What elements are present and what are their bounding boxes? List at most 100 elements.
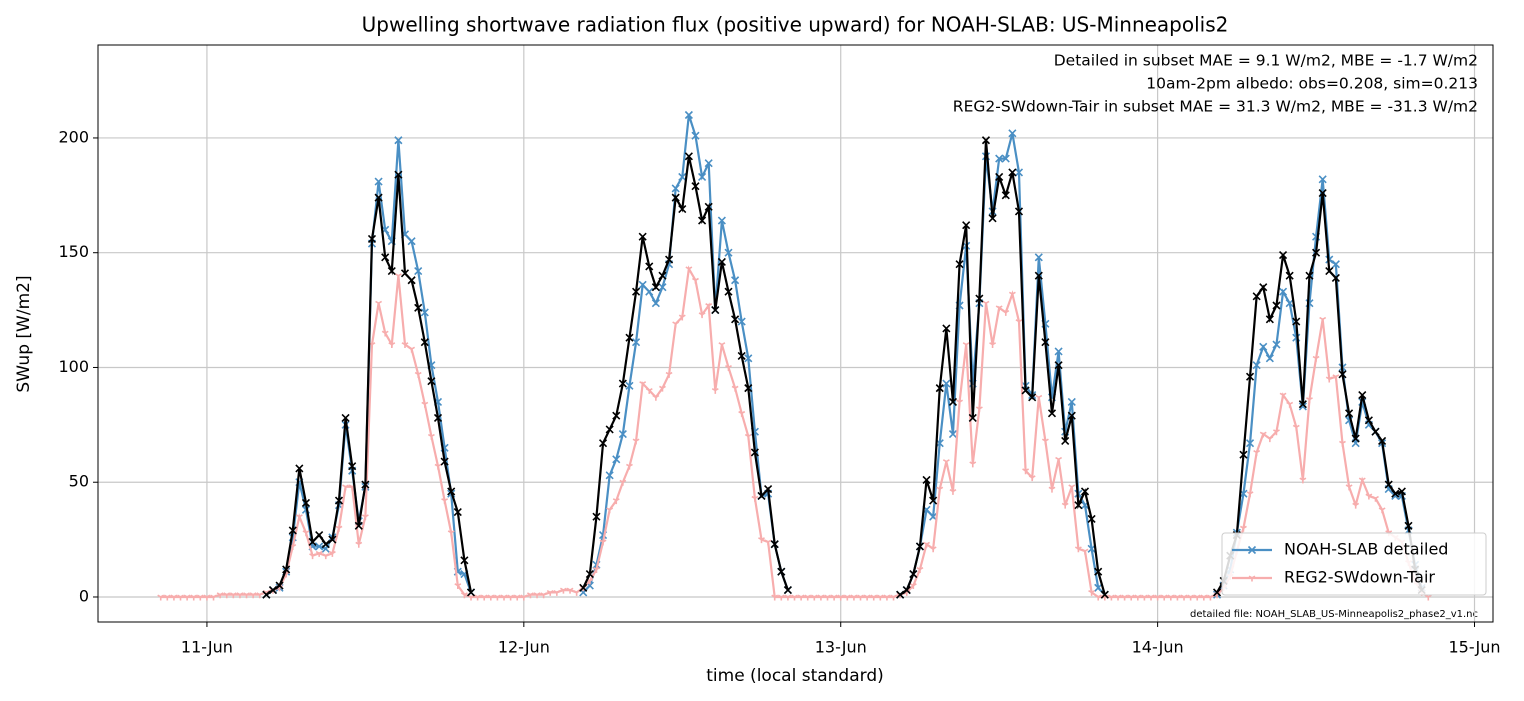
data-point xyxy=(612,411,621,420)
data-point xyxy=(942,459,950,466)
data-point xyxy=(857,594,864,601)
data-point xyxy=(744,384,753,393)
data-point xyxy=(1372,495,1379,502)
data-point xyxy=(691,182,700,191)
data-point xyxy=(1212,588,1222,597)
data-point xyxy=(1068,484,1076,491)
data-point xyxy=(724,287,733,296)
data-point xyxy=(837,594,845,601)
data-point xyxy=(1008,168,1017,177)
data-point xyxy=(1273,429,1280,436)
data-point xyxy=(440,457,449,466)
data-point xyxy=(936,486,944,493)
data-point xyxy=(1087,514,1096,524)
data-point xyxy=(1332,374,1340,381)
legend-marker xyxy=(1248,575,1256,582)
legend-marker xyxy=(1247,545,1257,555)
data-point xyxy=(1331,273,1340,283)
data-point xyxy=(942,379,951,388)
data-point xyxy=(981,136,991,145)
data-point xyxy=(948,429,958,439)
data-point xyxy=(751,495,759,502)
data-point xyxy=(1239,450,1248,459)
data-point xyxy=(718,342,726,349)
data-point xyxy=(1047,409,1057,418)
data-point xyxy=(605,425,614,434)
data-point xyxy=(1325,267,1334,276)
data-point xyxy=(216,592,224,599)
data-point xyxy=(804,594,812,601)
data-point xyxy=(955,260,964,269)
data-point xyxy=(170,594,178,601)
data-point xyxy=(1001,154,1010,163)
data-point xyxy=(638,280,647,289)
data-point xyxy=(711,306,720,315)
data-point xyxy=(1378,436,1387,445)
y-tick-label: 100 xyxy=(58,357,89,376)
data-point xyxy=(1147,594,1155,601)
data-point xyxy=(678,205,687,214)
data-point xyxy=(1061,502,1069,509)
plot-frame xyxy=(97,44,1494,623)
data-point xyxy=(606,507,614,514)
data-point xyxy=(400,269,410,278)
data-point xyxy=(1054,361,1063,370)
data-point xyxy=(975,294,984,303)
data-point xyxy=(433,413,443,423)
data-point xyxy=(566,587,574,594)
data-point xyxy=(876,594,884,601)
data-point xyxy=(407,276,416,285)
data-point xyxy=(612,498,620,505)
data-point xyxy=(1345,484,1353,491)
data-point xyxy=(1279,392,1287,399)
data-point xyxy=(1378,507,1386,514)
data-point xyxy=(533,592,541,599)
data-point xyxy=(387,267,396,276)
data-point xyxy=(1193,594,1201,601)
data-point xyxy=(1298,402,1307,411)
data-point xyxy=(672,321,680,328)
data-point xyxy=(526,592,534,599)
data-point xyxy=(883,594,891,601)
data-point xyxy=(764,539,772,546)
data-point xyxy=(645,262,654,271)
data-point xyxy=(453,507,462,517)
data-point xyxy=(626,463,633,470)
data-point xyxy=(665,371,673,378)
data-point xyxy=(1358,390,1367,400)
data-point xyxy=(1054,347,1063,356)
data-point xyxy=(540,592,548,599)
data-point xyxy=(1140,594,1148,601)
data-point xyxy=(407,237,416,246)
data-point xyxy=(421,401,429,408)
data-point xyxy=(1306,397,1313,404)
data-point xyxy=(1285,271,1294,280)
data-point xyxy=(414,303,423,312)
legend-box xyxy=(1221,532,1487,596)
data-point xyxy=(183,594,191,601)
data-point xyxy=(995,154,1004,163)
footnote: detailed file: NOAH_SLAB_US-Minneapolis2… xyxy=(1190,609,1478,620)
data-point xyxy=(295,464,304,473)
legend-label: REG2-SWdown-Tair xyxy=(1284,568,1435,587)
data-point xyxy=(969,461,977,468)
data-point xyxy=(1339,440,1346,447)
y-tick-label: 150 xyxy=(58,242,89,261)
data-point xyxy=(1252,292,1261,301)
data-point xyxy=(573,589,581,596)
grid xyxy=(98,45,1493,622)
x-tick-label: 15-Jun xyxy=(1448,638,1500,657)
data-point xyxy=(420,308,429,317)
data-point xyxy=(618,379,627,388)
data-point xyxy=(757,491,766,501)
data-point xyxy=(777,567,786,576)
data-point xyxy=(342,484,350,491)
data-point xyxy=(750,448,759,457)
data-point xyxy=(1265,354,1274,363)
data-point xyxy=(1371,427,1380,436)
data-point xyxy=(995,305,1003,312)
data-point xyxy=(1014,168,1024,177)
data-point xyxy=(651,283,660,292)
data-point xyxy=(1286,401,1294,408)
data-point xyxy=(1081,548,1089,555)
